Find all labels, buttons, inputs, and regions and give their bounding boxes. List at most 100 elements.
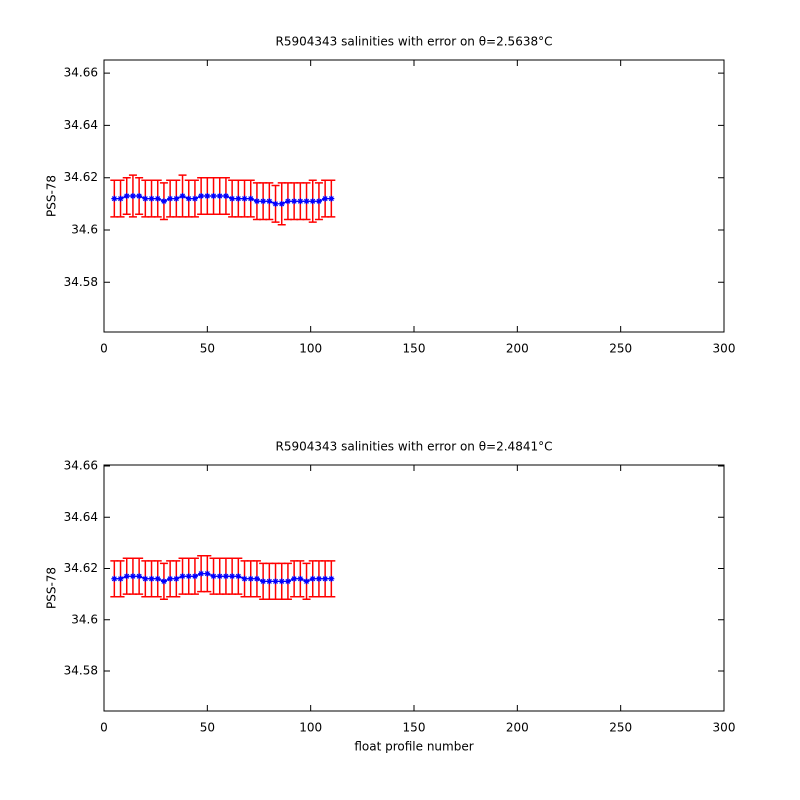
marker [272, 578, 279, 585]
marker [253, 198, 260, 205]
x-tick-label: 300 [713, 342, 736, 356]
marker [303, 198, 310, 205]
x-tick-label: 200 [506, 342, 529, 356]
marker [303, 578, 310, 585]
marker [179, 573, 186, 580]
marker [297, 198, 304, 205]
marker [191, 573, 198, 580]
marker [167, 575, 174, 582]
marker [173, 195, 180, 202]
marker [322, 575, 329, 582]
marker [129, 573, 136, 580]
marker [309, 575, 316, 582]
marker [204, 570, 211, 577]
marker [216, 193, 223, 199]
marker [210, 193, 217, 199]
x-tick-label: 0 [100, 721, 108, 735]
marker [117, 195, 124, 202]
marker [229, 573, 236, 580]
marker [291, 575, 298, 582]
marker [198, 193, 205, 199]
marker [154, 575, 161, 582]
marker [222, 573, 229, 580]
marker [123, 573, 130, 580]
marker [111, 575, 118, 582]
marker [284, 198, 291, 205]
marker [136, 193, 143, 199]
x-tick-label: 50 [200, 342, 215, 356]
marker [241, 195, 248, 202]
marker [278, 578, 285, 585]
x-tick-label: 50 [200, 721, 215, 735]
x-tick-label: 250 [609, 342, 632, 356]
marker [247, 195, 254, 202]
y-tick-label: 34.62 [64, 561, 98, 575]
x-tick-label: 250 [609, 721, 632, 735]
marker [191, 195, 198, 202]
marker [222, 193, 229, 199]
marker [142, 575, 149, 582]
x-tick-label: 100 [299, 721, 322, 735]
y-axis-label: PSS-78 [45, 175, 59, 217]
marker [167, 195, 174, 202]
marker [297, 575, 304, 582]
y-tick-label: 34.64 [64, 118, 98, 132]
y-tick-label: 34.66 [64, 66, 98, 80]
marker [111, 195, 118, 202]
marker [291, 198, 298, 205]
marker [160, 198, 167, 205]
marker [284, 578, 291, 585]
marker [247, 575, 254, 582]
marker [253, 575, 260, 582]
marker [241, 575, 248, 582]
marker [123, 193, 130, 199]
y-tick-label: 34.6 [71, 612, 98, 626]
x-tick-label: 200 [506, 721, 529, 735]
y-tick-label: 34.66 [64, 459, 98, 473]
x-tick-label: 300 [713, 721, 736, 735]
marker [142, 195, 149, 202]
plot-area [103, 464, 725, 712]
x-tick-label: 0 [100, 342, 108, 356]
marker [148, 575, 155, 582]
marker [148, 195, 155, 202]
marker [328, 195, 335, 202]
marker [266, 578, 273, 585]
marker [315, 198, 322, 205]
marker [328, 575, 335, 582]
marker [160, 578, 167, 585]
marker [315, 575, 322, 582]
y-tick-label: 34.58 [64, 275, 98, 289]
marker [278, 200, 285, 207]
y-tick-label: 34.62 [64, 170, 98, 184]
x-tick-label: 150 [403, 721, 426, 735]
y-tick-label: 34.6 [71, 223, 98, 237]
marker [309, 198, 316, 205]
y-tick-label: 34.58 [64, 664, 98, 678]
marker [229, 195, 236, 202]
plot-area [103, 59, 725, 333]
x-axis-label: float profile number [354, 740, 473, 754]
marker [235, 573, 242, 580]
y-tick-label: 34.64 [64, 510, 98, 524]
chart-title: R5904343 salinities with error on θ=2.56… [276, 35, 553, 49]
marker [322, 195, 329, 202]
marker [260, 198, 267, 205]
marker [260, 578, 267, 585]
marker [272, 200, 279, 207]
chart-title: R5904343 salinities with error on θ=2.48… [276, 440, 553, 454]
marker [216, 573, 223, 580]
marker [235, 195, 242, 202]
marker [129, 193, 136, 199]
marker [179, 193, 186, 199]
marker [198, 570, 205, 577]
marker [117, 575, 124, 582]
marker [154, 195, 161, 202]
marker [210, 573, 217, 580]
marker [204, 193, 211, 199]
x-tick-label: 150 [403, 342, 426, 356]
marker [173, 575, 180, 582]
y-axis-label: PSS-78 [45, 567, 59, 609]
x-tick-label: 100 [299, 342, 322, 356]
